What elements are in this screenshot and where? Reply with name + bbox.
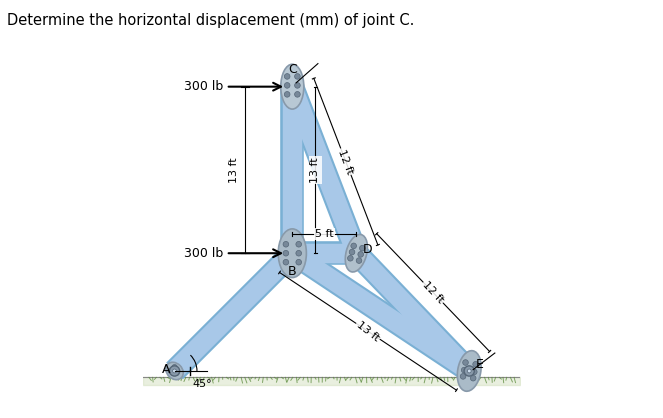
Circle shape [283,260,288,265]
Circle shape [174,370,179,376]
Circle shape [296,260,302,265]
Circle shape [296,242,302,247]
Text: 12 ft: 12 ft [421,280,446,306]
Text: 13 ft: 13 ft [229,157,239,183]
Circle shape [470,375,476,381]
Circle shape [294,83,300,88]
Circle shape [359,245,365,251]
Circle shape [283,242,288,247]
Text: 300 lb: 300 lb [184,247,223,260]
Circle shape [463,360,468,365]
Text: 12 ft: 12 ft [337,148,355,176]
Circle shape [294,74,300,79]
Text: D: D [363,243,373,256]
Circle shape [349,249,355,255]
Circle shape [473,362,479,367]
Ellipse shape [166,362,183,380]
Text: C: C [288,63,296,76]
Circle shape [284,83,290,88]
Circle shape [284,74,290,79]
Ellipse shape [280,64,304,109]
Ellipse shape [278,229,306,278]
Text: A: A [162,363,170,376]
Circle shape [283,250,288,256]
Circle shape [356,258,362,263]
Text: B: B [288,265,296,278]
Circle shape [172,369,176,373]
Text: E: E [475,358,483,371]
Circle shape [467,369,471,373]
Circle shape [168,368,174,374]
Text: 13 ft: 13 ft [355,319,381,343]
Circle shape [347,255,353,261]
Circle shape [460,374,466,379]
Text: 300 lb: 300 lb [184,80,223,93]
Text: Determine the horizontal displacement (mm) of joint C.: Determine the horizontal displacement (m… [7,13,414,28]
Ellipse shape [457,351,481,391]
Text: 5 ft: 5 ft [315,229,333,239]
Circle shape [461,367,467,373]
Circle shape [284,92,290,97]
Circle shape [172,364,178,370]
Text: 13 ft: 13 ft [310,157,320,183]
Ellipse shape [345,234,367,272]
Circle shape [170,366,180,376]
Circle shape [358,252,363,257]
Circle shape [351,243,357,249]
Text: 45°: 45° [193,379,213,389]
Circle shape [471,369,477,375]
Circle shape [464,366,474,376]
Circle shape [296,250,302,256]
Circle shape [294,92,300,97]
